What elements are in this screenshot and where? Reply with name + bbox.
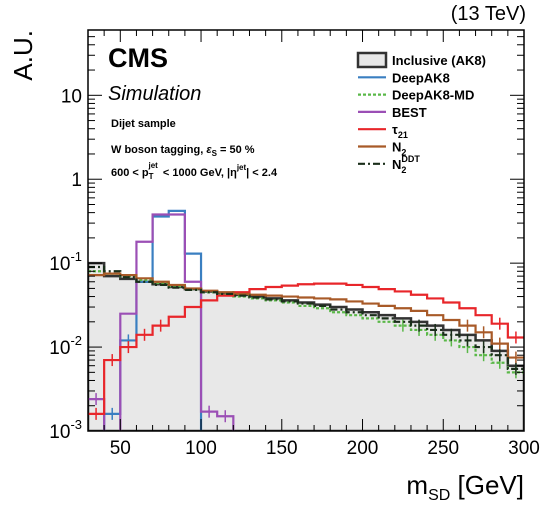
annotation-kinematics: 600 < pTjet < 1000 GeV, |ηjet| < 2.4 [111,161,278,181]
x-tick-label: 300 [508,438,540,459]
energy-label: (13 TeV) [451,3,526,25]
legend-item: DeepAK8 [358,70,450,85]
legend-label: DeepAK8-MD [392,88,474,103]
x-tick-label: 100 [185,438,217,459]
legend-item: N2 [358,140,406,158]
series-n2-ddt-line [88,265,524,370]
series-inclusive-ak8-fill [88,261,524,431]
legend-item: Inclusive (AK8) [356,51,486,69]
legend-item: N2DDT [358,154,420,175]
series-21-line [88,282,524,415]
annotation-sample: Dijet sample [111,118,176,130]
x-axis-label: mSD [GeV] [406,470,524,504]
x-tick-label: 200 [347,438,379,459]
cms-label: CMS [108,43,168,73]
legend-item: τ21 [358,122,408,140]
plot-frame [87,29,525,432]
y-tick-label: 10 [61,86,82,107]
series-best-line [88,213,235,431]
x-tick-label: 250 [427,438,459,459]
legend-label: N2 [392,140,406,158]
legend-swatch [356,51,388,69]
cms-sublabel: Simulation [108,83,201,105]
y-axis-label: A.U. [8,30,38,81]
y-tick-label: 10-1 [49,249,82,275]
y-ticks: 10-3 10-2 10-1 1 10 [49,29,524,443]
y-tick-label: 10-3 [49,417,82,443]
x-tick-label: 50 [110,438,131,459]
legend-item: DeepAK8-MD [358,88,474,103]
series-n2-line [88,272,524,359]
y-tick-label: 1 [71,170,82,191]
x-ticks: 50 100 150 200 250 300 [87,30,540,459]
legend-item: BEST [358,105,427,120]
annotation-tagging: W boson tagging, εS = 50 % [111,144,255,158]
legend-label: Inclusive (AK8) [392,53,486,68]
legend-label: BEST [392,105,427,120]
legend: Inclusive (AK8)DeepAK8DeepAK8-MDBESTτ21N… [356,51,486,175]
legend-label: N2DDT [392,154,420,175]
series-deepak8-md-line [88,270,524,374]
y-tick-label: 10-2 [49,333,82,359]
legend-label: DeepAK8 [392,70,450,85]
x-tick-label: 150 [266,438,298,459]
legend-label: τ21 [392,122,408,140]
plot-series [88,209,524,431]
